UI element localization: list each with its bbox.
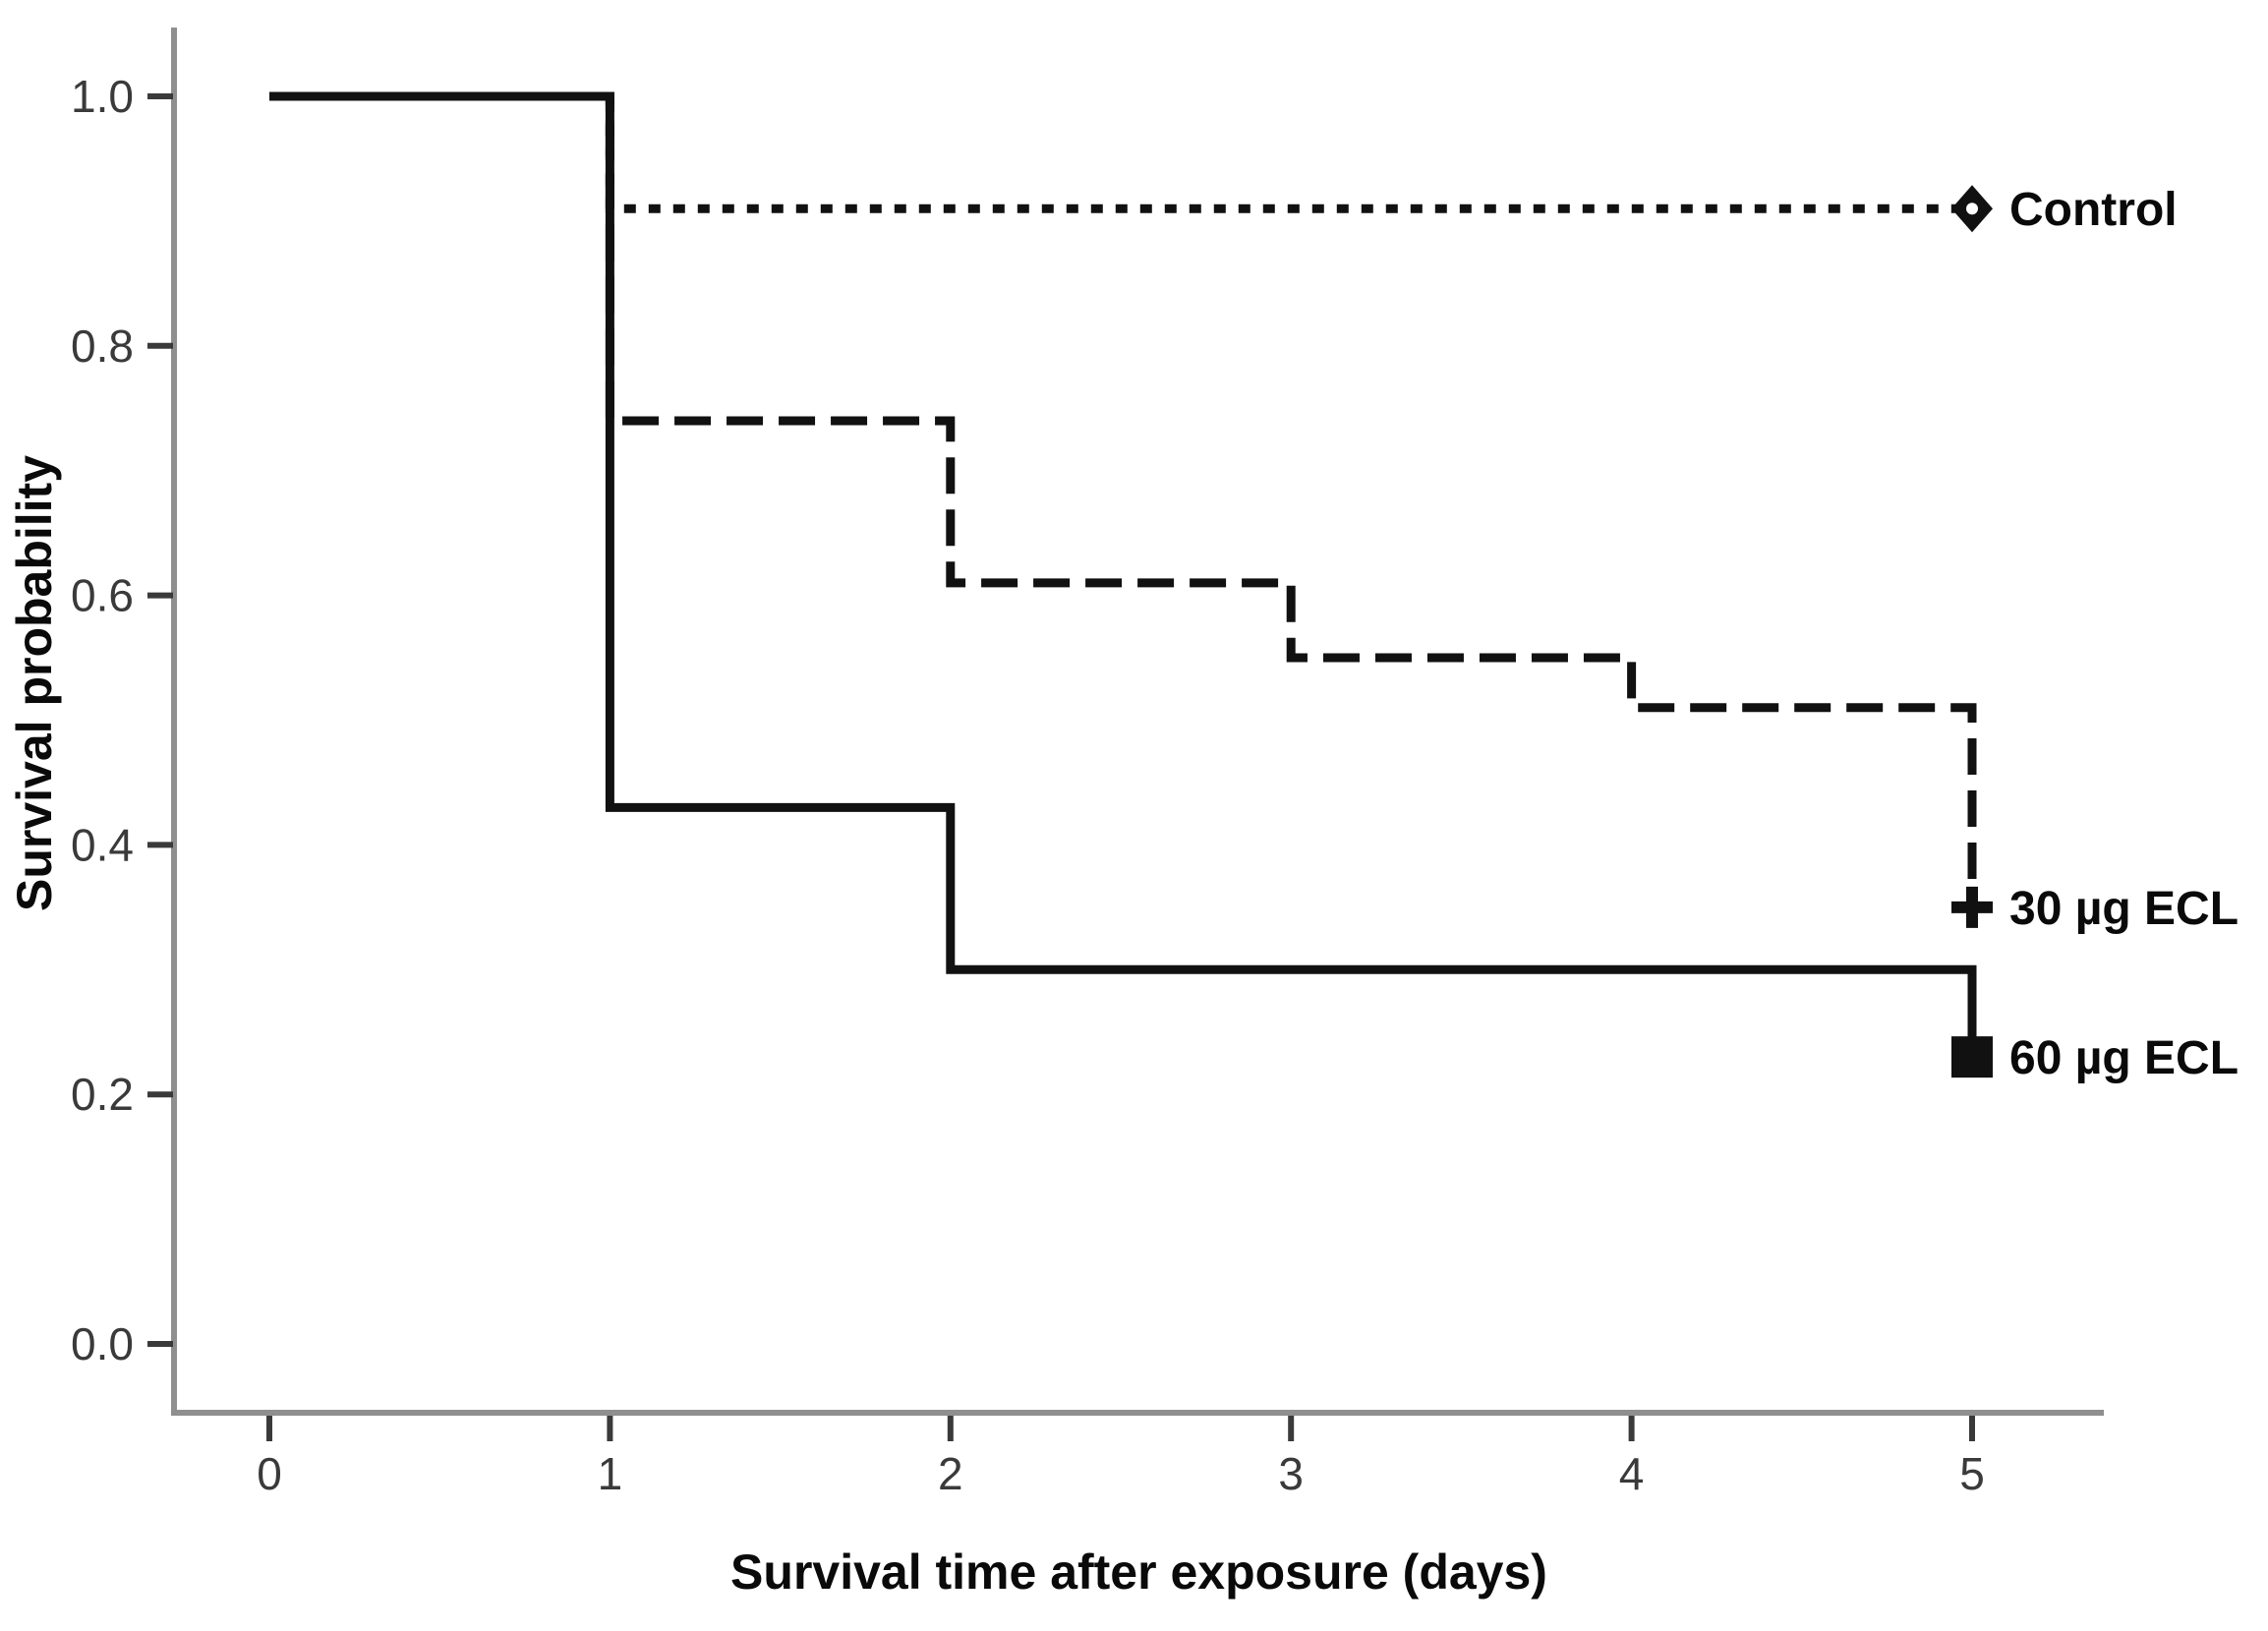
y-tick-label: 0.6 xyxy=(71,570,134,621)
ecl-30ug-curve xyxy=(269,91,1977,907)
x-tick-label: 1 xyxy=(598,1448,623,1499)
y-tick-label: 0.0 xyxy=(71,1318,134,1369)
x-tick-label: 5 xyxy=(1959,1448,1985,1499)
legend-label-control: Control xyxy=(2009,184,2178,236)
y-tick-label: 1.0 xyxy=(71,71,134,122)
x-tick-label: 0 xyxy=(257,1448,282,1499)
y-tick-label: 0.4 xyxy=(71,819,134,870)
legend-label-ecl-60ug: 60 µg ECL xyxy=(2009,1032,2239,1084)
y-tick-label: 0.2 xyxy=(71,1069,134,1120)
square-marker-icon xyxy=(1951,1036,1993,1078)
legend-label-ecl-30ug: 30 µg ECL xyxy=(2009,883,2239,935)
x-tick-label: 2 xyxy=(938,1448,963,1499)
ecl-60ug-curve xyxy=(269,91,1977,1058)
y-tick-label: 0.8 xyxy=(71,320,134,372)
x-axis-title: Survival time after exposure (days) xyxy=(730,1544,1547,1600)
plus-marker-icon xyxy=(1951,886,1993,928)
y-axis-title: Survival probability xyxy=(7,455,62,911)
diamond-marker-center-dot xyxy=(1966,203,1978,215)
x-tick-label: 4 xyxy=(1619,1448,1645,1499)
x-tick-label: 3 xyxy=(1278,1448,1304,1499)
control-curve xyxy=(269,91,1972,213)
